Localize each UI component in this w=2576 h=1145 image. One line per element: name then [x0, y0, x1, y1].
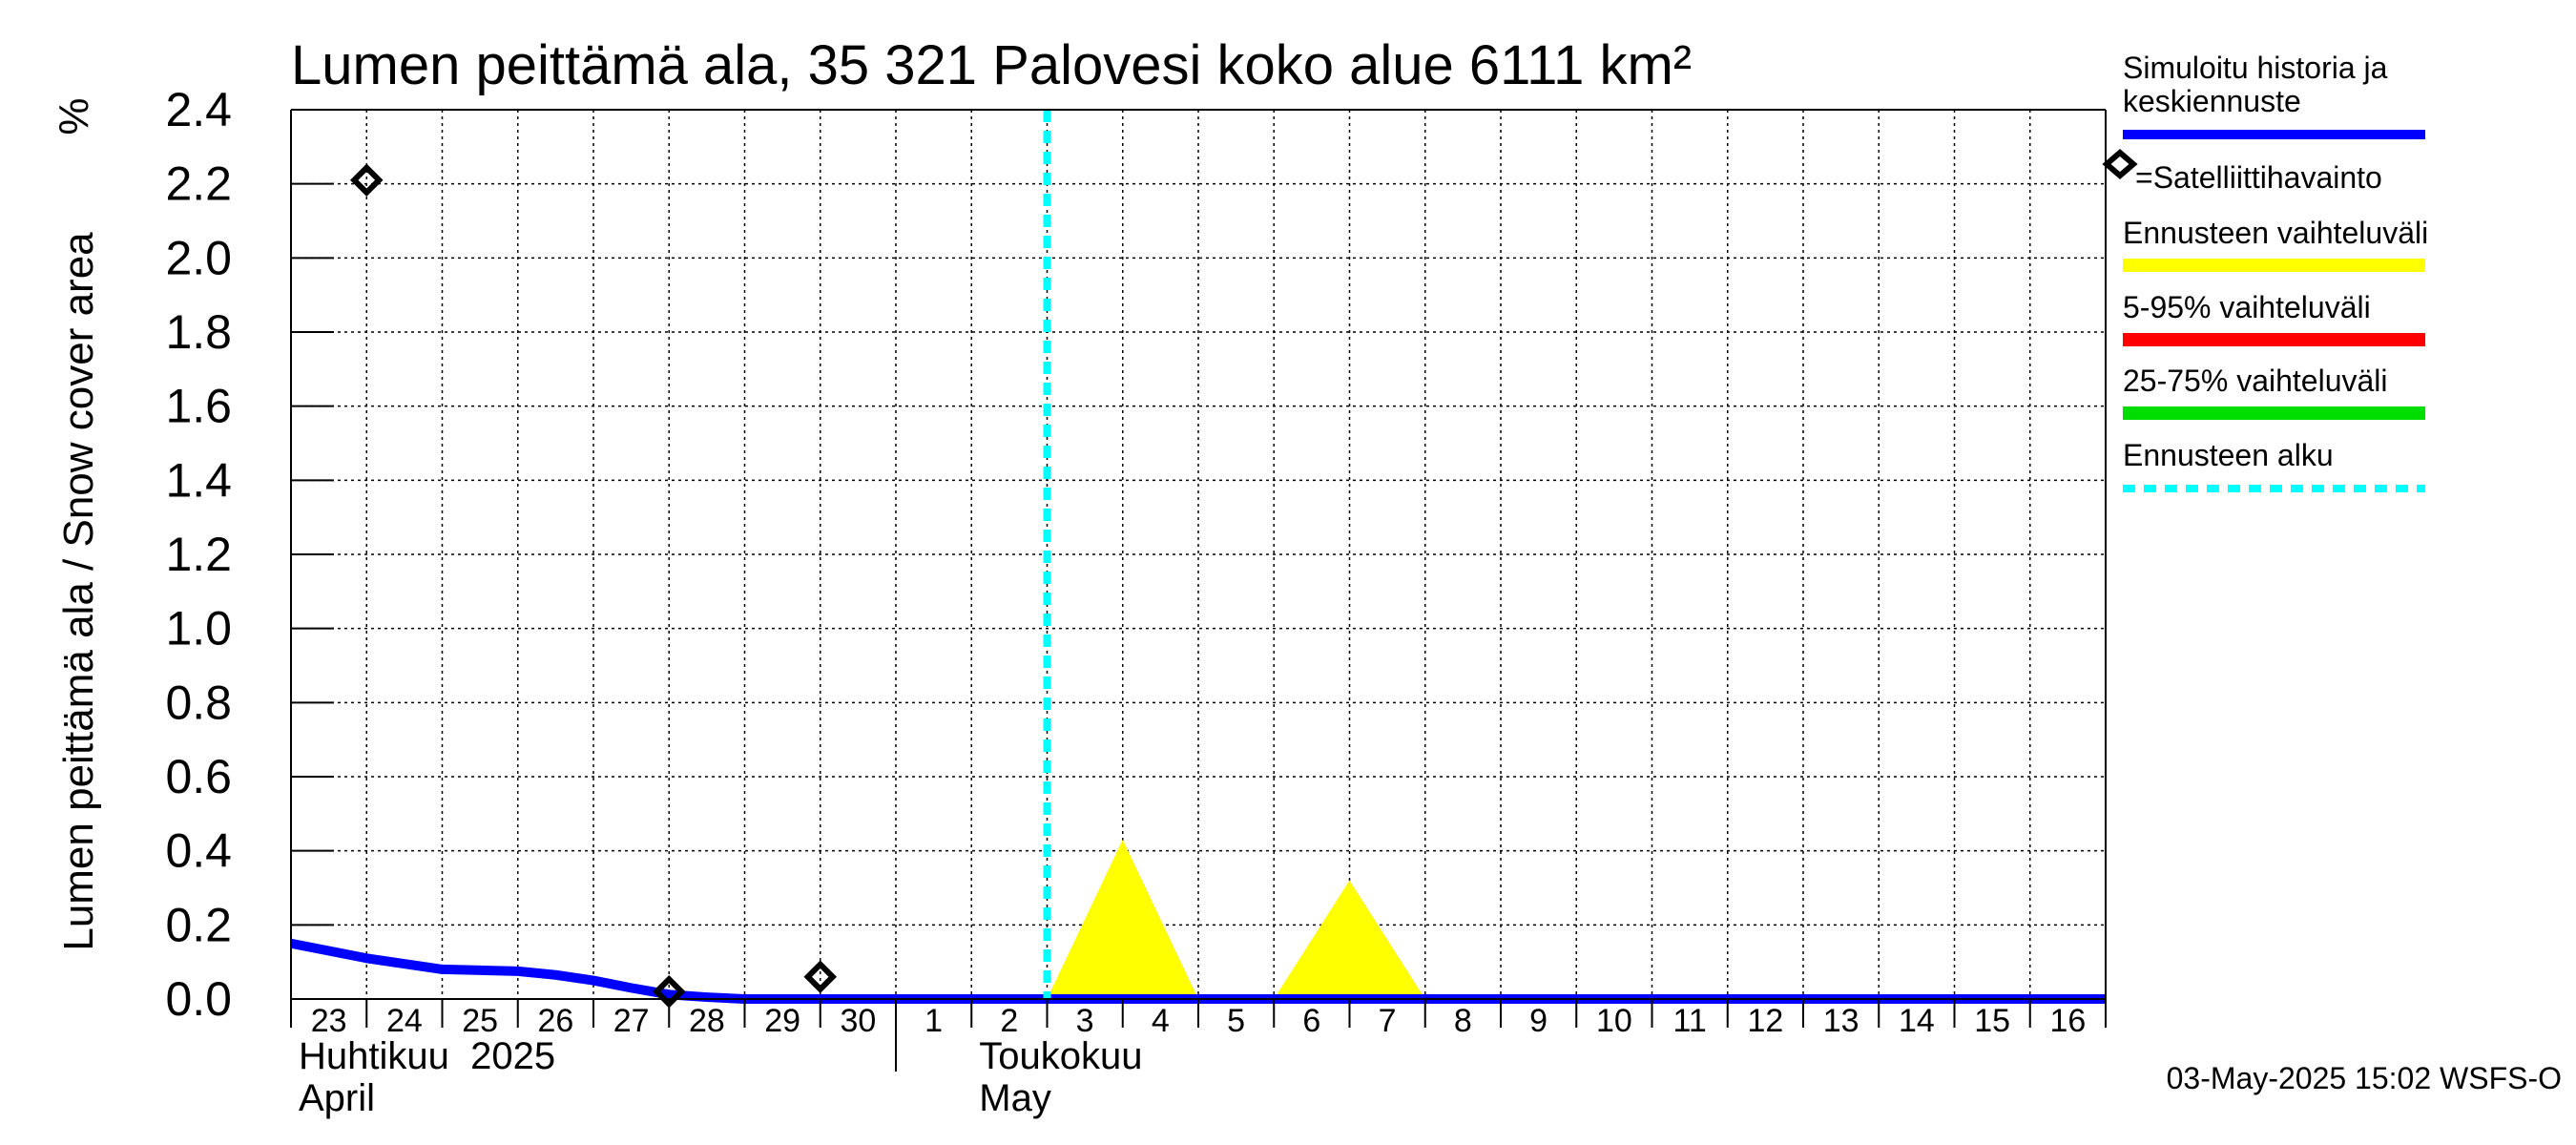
x-tick-label: 30: [840, 1003, 876, 1039]
month-label-en: April: [299, 1077, 375, 1119]
y-tick-label: 1.4: [165, 453, 232, 507]
x-tick-label: 5: [1227, 1003, 1245, 1039]
x-tick-label: 14: [1899, 1003, 1935, 1039]
legend-green-label: 25-75% vaihteluväli: [2123, 364, 2388, 398]
y-tick-label: 1.2: [165, 528, 232, 581]
legend: Simuloitu historia ja keskiennuste =Sate…: [2102, 51, 2428, 492]
x-tick-label: 3: [1076, 1003, 1094, 1039]
legend-start-label: Ennusteen alku: [2123, 438, 2334, 472]
y-tick-label: 1.6: [165, 380, 232, 433]
x-tick-label: 2: [1000, 1003, 1018, 1039]
timestamp: 03-May-2025 15:02 WSFS-O: [2167, 1061, 2562, 1095]
x-tick-label: 10: [1596, 1003, 1632, 1039]
y-tick-label: 0.0: [165, 972, 232, 1026]
month-label-fi: Huhtikuu 2025: [299, 1035, 555, 1077]
y-tick-label: 0.8: [165, 676, 232, 729]
legend-sim-label-1: Simuloitu historia ja: [2123, 51, 2388, 85]
x-tick-label: 16: [2049, 1003, 2086, 1039]
x-tick-label: 1: [924, 1003, 943, 1039]
y-tick-label: 2.2: [165, 157, 232, 211]
x-tick-label: 27: [613, 1003, 650, 1039]
x-axis: 23 24 25 26 27 28 29 30 1 2 3 4 5 6 7 8 9 10 11 12 13 14 15 16H…: [290, 999, 2107, 1119]
y-tick-label: 2.4: [165, 83, 232, 136]
month-label-fi: Toukokuu: [979, 1035, 1142, 1077]
x-tick-label: 23: [311, 1003, 347, 1039]
y-axis-ticks: 0.0 0.2 0.4 0.6 0.8 1.0 1.2 1.4 1.6 1.8 2.0 2.2 2.4: [165, 83, 334, 1026]
x-tick-label: 6: [1302, 1003, 1320, 1039]
y-tick-label: 1.8: [165, 305, 232, 359]
x-tick-label: 25: [462, 1003, 498, 1039]
chart-title: Lumen peittämä ala, 35 321 Palovesi koko…: [291, 34, 1692, 96]
y-axis-label: Lumen peittämä ala / Snow cover area: [55, 232, 102, 951]
satellite-observation-marker: [803, 960, 837, 993]
x-tick-label: 7: [1379, 1003, 1397, 1039]
x-tick-label: 8: [1454, 1003, 1472, 1039]
x-tick-label: 12: [1747, 1003, 1783, 1039]
y-tick-label: 0.4: [165, 824, 232, 878]
x-tick-label: 28: [689, 1003, 725, 1039]
forecast-band-triangle: [1274, 880, 1425, 999]
y-tick-label: 0.6: [165, 750, 232, 803]
x-tick-label: 15: [1974, 1003, 2010, 1039]
legend-satellite-marker-icon: [2102, 149, 2138, 179]
forecast-band: [1047, 840, 1425, 999]
y-tick-label: 1.0: [165, 602, 232, 656]
x-tick-label: 13: [1823, 1003, 1859, 1039]
y-tick-label: 2.0: [165, 231, 232, 284]
month-label-en: May: [979, 1077, 1051, 1119]
legend-red-label: 5-95% vaihteluväli: [2123, 290, 2371, 324]
forecast-band-triangle: [1047, 840, 1198, 999]
x-tick-label: 29: [764, 1003, 800, 1039]
x-tick-label: 11: [1672, 1003, 1706, 1039]
grid: [290, 109, 2107, 1000]
legend-sat-label: =Satelliittihavainto: [2135, 160, 2382, 195]
legend-sim-label-2: keskiennuste: [2123, 84, 2301, 118]
y-axis-unit: %: [51, 97, 97, 135]
x-tick-label: 9: [1529, 1003, 1548, 1039]
x-tick-label: 26: [537, 1003, 573, 1039]
y-tick-label: 0.2: [165, 898, 232, 951]
legend-yellow-label: Ennusteen vaihteluväli: [2123, 216, 2428, 250]
x-tick-label: 4: [1152, 1003, 1170, 1039]
satellite-observation-marker: [350, 163, 384, 198]
x-tick-label: 24: [386, 1003, 423, 1039]
